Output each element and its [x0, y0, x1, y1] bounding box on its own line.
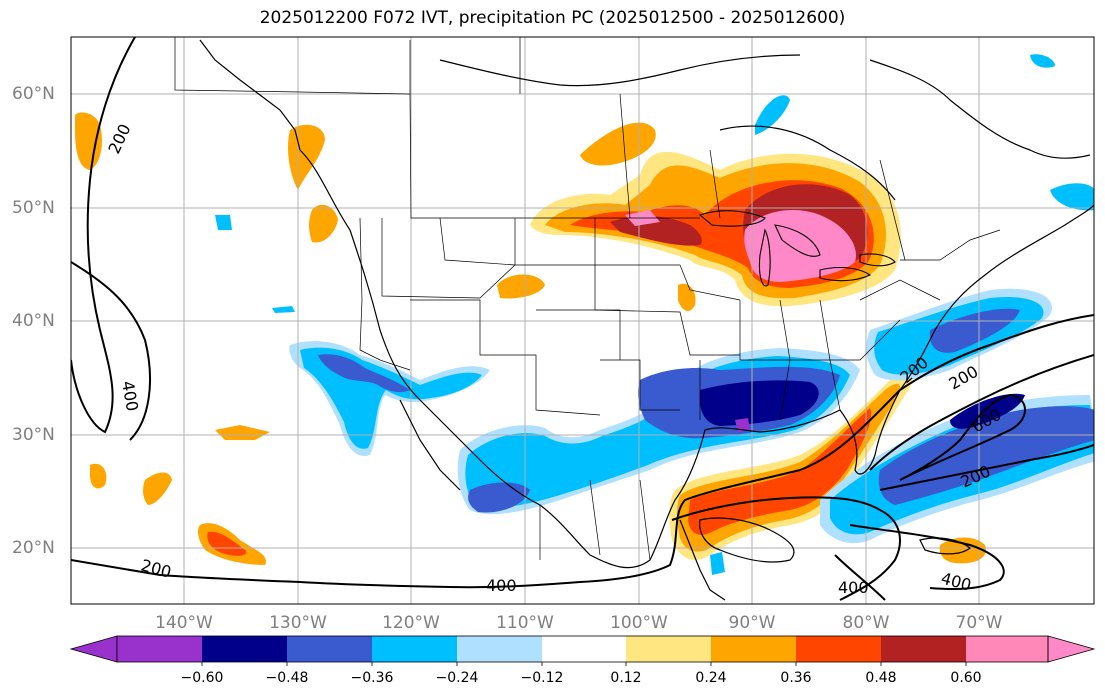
colorbar-swatch [287, 636, 372, 662]
precip-anomaly-fills [75, 54, 1094, 575]
map-border [70, 36, 1095, 605]
colorbar-swatch [117, 636, 202, 662]
colorbar: −0.60 −0.48 −0.36 −0.24 −0.12 0.12 0.24 … [69, 635, 1096, 686]
colorbar-swatch [457, 636, 542, 662]
graticule [71, 37, 1094, 604]
colorbar-swatch [796, 636, 881, 662]
colorbar-tick: −0.48 [266, 670, 309, 686]
contour-label: 400 [486, 576, 517, 595]
coastlines [199, 39, 1094, 601]
colorbar-tick: 0.12 [610, 670, 641, 686]
lon-label: 80°W [843, 613, 890, 633]
lon-label: 110°W [496, 613, 554, 633]
colorbar-tick: 0.48 [865, 670, 896, 686]
colorbar-swatch [626, 636, 711, 662]
colorbar-tick: 0.36 [780, 670, 811, 686]
colorbar-tick: −0.60 [181, 670, 224, 686]
lon-label: 90°W [729, 613, 776, 633]
colorbar-swatch [202, 636, 287, 662]
colorbar-tick: 0.24 [695, 670, 726, 686]
lon-label: 120°W [382, 613, 440, 633]
colorbar-min-arrow [69, 635, 118, 663]
lat-label: 40°N [12, 311, 55, 331]
lat-label: 60°N [12, 84, 55, 104]
great-lakes [698, 210, 896, 287]
lat-label: 20°N [12, 538, 55, 558]
colorbar-tick: −0.12 [521, 670, 564, 686]
map-title: 2025012200 F072 IVT, precipitation PC (2… [259, 8, 846, 28]
lat-label: 50°N [12, 198, 55, 218]
lat-label: 30°N [12, 425, 55, 445]
ivt-contours [71, 37, 1094, 601]
colorbar-max-arrow [1047, 635, 1096, 663]
colorbar-tick: −0.36 [351, 670, 394, 686]
colorbar-swatch [372, 636, 457, 662]
lon-label: 130°W [269, 613, 327, 633]
latitude-labels: 60°N 50°N 40°N 30°N 20°N [12, 84, 55, 558]
lon-label: 140°W [155, 613, 213, 633]
lon-label: 70°W [956, 613, 1003, 633]
colorbar-swatch [711, 636, 796, 662]
lon-label: 100°W [610, 613, 668, 633]
colorbar-tick: −0.24 [436, 670, 479, 686]
contour-label: 400 [838, 578, 869, 597]
longitude-labels: 140°W 130°W 120°W 110°W 100°W 90°W 80°W … [155, 613, 1003, 633]
colorbar-tick: 0.60 [950, 670, 981, 686]
colorbar-swatch [966, 636, 1048, 662]
colorbar-swatch [881, 636, 966, 662]
colorbar-swatch [542, 636, 626, 662]
political-borders [174, 37, 1001, 561]
